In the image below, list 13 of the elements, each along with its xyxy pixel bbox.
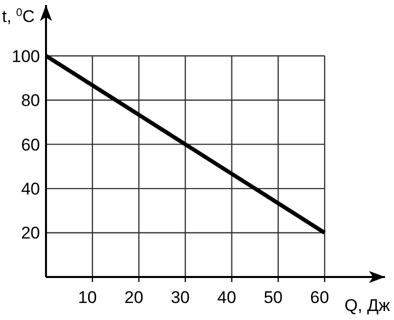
y-tick-label: 100 bbox=[12, 46, 40, 66]
y-tick-label: 20 bbox=[21, 224, 40, 243]
x-tick-label: 60 bbox=[310, 288, 330, 307]
y-tick-label: 40 bbox=[21, 179, 40, 198]
x-axis-title: Q, Дж bbox=[344, 296, 391, 315]
x-tick-label: 20 bbox=[124, 288, 144, 307]
x-tick-label: 40 bbox=[217, 288, 236, 307]
x-tick-label: 10 bbox=[78, 288, 97, 307]
x-tick-label: 50 bbox=[264, 288, 283, 307]
y-tick-label: 60 bbox=[21, 135, 40, 154]
y-axis-title: t, $^{0}$C bbox=[2, 7, 35, 26]
x-tick-label: 30 bbox=[170, 288, 190, 307]
y-tick-label: 80 bbox=[21, 91, 40, 110]
